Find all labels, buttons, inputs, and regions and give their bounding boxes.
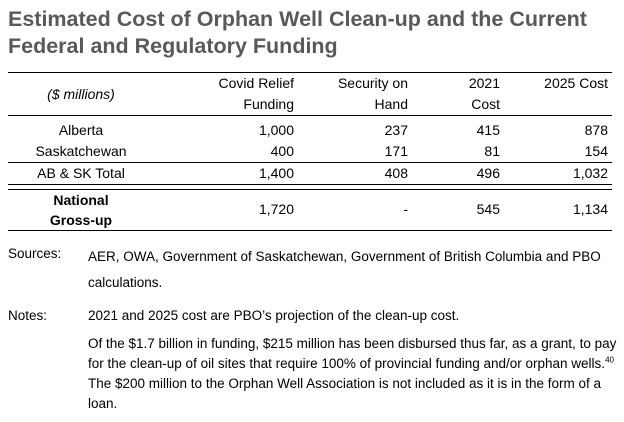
title-line-2: Federal and Regulatory Funding [8,34,338,58]
national-label-line-1: National [53,191,109,208]
table-row: Saskatchewan 400 171 81 154 [8,141,612,163]
header-security-2: Hand [294,94,408,116]
cell: - [294,188,408,231]
notes-paragraph-1: 2021 and 2025 cost are PBO’s projection … [88,308,460,323]
cell: 154 [584,142,608,159]
cell: 237 [384,121,408,138]
cell: 81 [484,142,500,159]
notes-paragraph-2-text: Of the $1.7 billion in funding, $215 mil… [88,336,617,371]
header-covid-relief-2: Funding [154,94,294,116]
notes-paragraph-2-cont: The $200 million to the Orphan Well Asso… [88,376,602,411]
row-label-national: National Gross-up [8,188,154,231]
cell: 400 [270,142,294,159]
header-2025-1: 2025 Cost [500,72,612,94]
row-label-total: AB & SK Total [8,161,154,185]
page-title: Estimated Cost of Orphan Well Clean-up a… [8,6,618,60]
cell: 1,720 [154,188,294,231]
header-2021-1: 2021 [408,72,500,94]
footnotes: Sources: AER, OWA, Government of Saskatc… [8,244,618,422]
title-line-1: Estimated Cost of Orphan Well Clean-up a… [8,7,587,31]
row-label-saskatchewan: Saskatchewan [35,142,127,159]
sources-text: AER, OWA, Government of Saskatchewan, Go… [88,249,601,290]
notes-body: 2021 and 2025 cost are PBO’s projection … [88,306,618,422]
header-2021-2: Cost [408,94,500,116]
sources-note: Sources: AER, OWA, Government of Saskatc… [8,244,618,296]
table-row-national: National Gross-up 1,720 - 545 1,134 [8,188,612,231]
table-row-total: AB & SK Total 1,400 408 496 1,032 [8,161,612,185]
cell: 408 [294,161,408,185]
cell: 415 [476,121,500,138]
cell: 878 [584,121,608,138]
national-label-line-2: Gross-up [49,211,113,228]
notes-label: Notes: [8,308,48,323]
cell: 1,000 [258,121,294,138]
header-covid-relief-1: Covid Relief [154,72,294,94]
cell: 171 [384,142,408,159]
notes-paragraph-2: Of the $1.7 billion in funding, $215 mil… [88,334,618,414]
funding-table: ($ millions) Covid Relief Security on 20… [8,72,612,231]
table-row: Alberta 1,000 237 415 878 [8,120,612,141]
cell: 545 [408,188,500,231]
footnote-ref: 40 [605,355,614,365]
unit-label: ($ millions) [8,72,154,116]
cell: 1,134 [500,188,612,231]
cell: 1,400 [154,161,294,185]
cell: 1,032 [500,161,612,185]
sources-label: Sources: [8,246,62,261]
table-header-row: ($ millions) Covid Relief Security on 20… [8,72,612,116]
header-2025-2 [500,94,612,116]
row-label-alberta: Alberta [58,121,104,138]
notes-note: Notes: 2021 and 2025 cost are PBO’s proj… [8,306,618,422]
cell: 496 [408,161,500,185]
header-security-1: Security on [294,72,408,94]
